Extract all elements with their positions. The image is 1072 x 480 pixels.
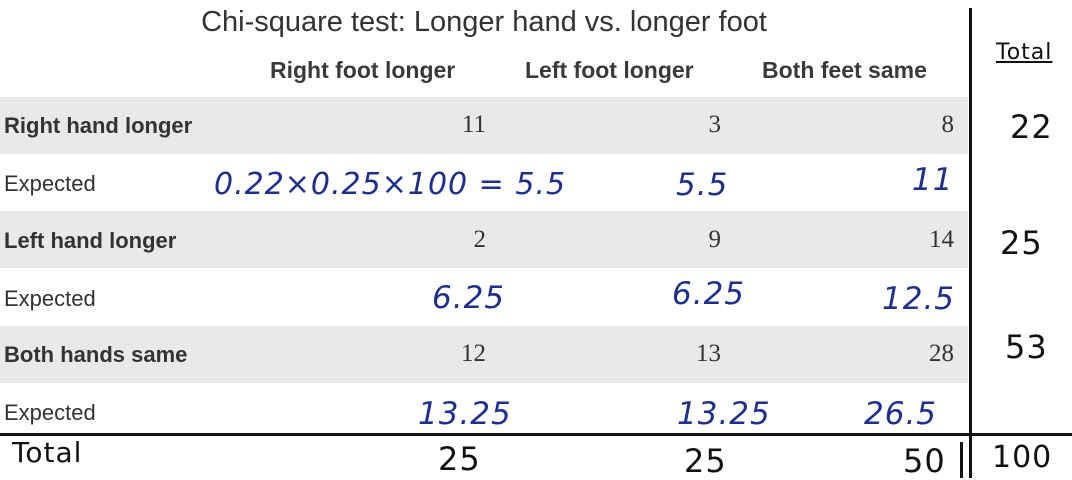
col-header-both-feet: Both feet same <box>762 57 927 84</box>
total-row-label: Total <box>12 436 82 469</box>
row-header-expected-1: Expected <box>4 171 96 197</box>
column-total: 25 <box>438 440 481 478</box>
column-total: 50 <box>903 442 946 480</box>
col-header-left-foot: Left foot longer <box>525 57 694 84</box>
cell-expected: 12.5 <box>882 281 955 317</box>
table-title: Chi-square test: Longer hand vs. longer … <box>0 6 968 39</box>
cell-observed: 11 <box>406 111 486 139</box>
column-total: 25 <box>684 442 727 480</box>
total-row-divider <box>0 433 1072 436</box>
col-header-right-foot: Right foot longer <box>270 57 455 84</box>
cell-observed: 9 <box>641 226 721 254</box>
cell-observed: 2 <box>406 226 486 254</box>
cell-observed: 12 <box>406 340 486 368</box>
cell-expected: 13.25 <box>677 396 771 432</box>
cell-observed: 14 <box>874 226 954 254</box>
row-header-right-hand: Right hand longer <box>4 113 192 139</box>
row-header-expected-3: Expected <box>4 400 96 426</box>
cell-expected: 5.5 <box>676 167 728 203</box>
row-header-both-hands: Both hands same <box>4 342 187 368</box>
row-total: 53 <box>1005 328 1048 366</box>
grand-total: 100 <box>992 440 1052 475</box>
cell-expected: 13.25 <box>418 396 512 432</box>
totals-divider-vertical <box>969 8 972 478</box>
cell-observed: 13 <box>641 340 721 368</box>
cell-observed: 28 <box>874 340 954 368</box>
row-header-expected-2: Expected <box>4 286 96 312</box>
row-total: 22 <box>1010 108 1053 146</box>
cell-expected: 11 <box>912 162 953 198</box>
cell-observed: 3 <box>641 111 721 139</box>
cell-expected: 6.25 <box>672 276 745 312</box>
cell-expected: 6.25 <box>432 280 505 316</box>
row-total: 25 <box>1000 224 1043 262</box>
grand-total-divider <box>960 442 963 478</box>
cell-observed: 8 <box>874 111 954 139</box>
total-column-header: Total <box>996 40 1052 65</box>
cell-expected: 26.5 <box>864 396 937 432</box>
cell-expected: 0.22×0.25×100 = 5.5 <box>214 167 566 202</box>
row-header-left-hand: Left hand longer <box>4 228 176 254</box>
